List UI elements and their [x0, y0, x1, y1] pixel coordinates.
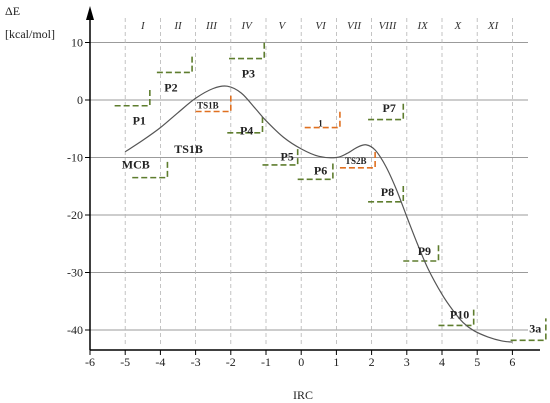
region-label: IX — [416, 20, 429, 32]
x-tick-label: -3 — [191, 355, 201, 369]
x-tick-label: -4 — [155, 355, 165, 369]
x-tick-label: 4 — [439, 355, 445, 369]
state-label: P10 — [450, 307, 469, 321]
y-tick-label: -10 — [67, 151, 83, 165]
x-tick-label: -5 — [120, 355, 130, 369]
state-label: TS1B — [174, 142, 203, 156]
grid-lines — [90, 42, 528, 331]
y-tick-label: 0 — [77, 93, 83, 107]
state-level — [304, 111, 341, 129]
state-level — [229, 42, 266, 60]
x-tick-label: 1 — [333, 355, 339, 369]
state-level — [114, 89, 151, 107]
y-tick-label: 10 — [71, 36, 83, 50]
region-label: V — [278, 20, 286, 32]
region-label: IV — [240, 20, 253, 32]
x-tick-label: -6 — [85, 355, 95, 369]
state-levels — [114, 42, 547, 342]
y-tick-label: -20 — [67, 208, 83, 222]
state-label: P5 — [280, 149, 293, 163]
energy-curve — [124, 85, 513, 343]
axes — [85, 6, 540, 355]
state-label: TS1B — [197, 101, 219, 111]
region-label: XI — [487, 20, 500, 32]
y-axis-arrow — [86, 6, 94, 20]
state-level — [510, 318, 547, 342]
x-tick-label: -2 — [226, 355, 236, 369]
state-level — [438, 309, 475, 327]
state-label: TS2B — [345, 156, 367, 166]
state-level — [227, 116, 264, 134]
state-label: P9 — [418, 244, 431, 258]
state-level — [132, 161, 169, 179]
state-label: P2 — [164, 80, 177, 94]
state-level — [297, 163, 334, 181]
state-label: P1 — [133, 114, 146, 128]
state-label: 1 — [318, 118, 323, 128]
region-label: VIII — [379, 20, 398, 32]
y-axis-label-line2: [kcal/mol] — [5, 27, 55, 41]
y-axis-label-line1: ΔE — [5, 4, 20, 18]
region-label: II — [173, 20, 183, 32]
region-label: X — [453, 20, 462, 32]
region-label: VI — [315, 20, 327, 32]
state-label: MCB — [122, 157, 150, 171]
x-axis-label: IRC — [293, 388, 313, 402]
state-label: P8 — [381, 185, 394, 199]
state-level — [195, 95, 232, 113]
y-tick-label: -30 — [67, 266, 83, 280]
state-label: P4 — [240, 123, 253, 137]
state-label: P3 — [242, 67, 255, 81]
x-tick-label: 6 — [509, 355, 515, 369]
x-tick-label: 2 — [369, 355, 375, 369]
region-label: I — [140, 20, 146, 32]
state-level — [368, 103, 405, 121]
state-label: P6 — [314, 164, 327, 178]
state-level — [368, 185, 405, 203]
state-label: P7 — [383, 101, 396, 115]
state-level — [262, 148, 299, 166]
state-label: 3a — [529, 321, 541, 335]
state-level — [339, 151, 376, 169]
region-dividers — [124, 18, 513, 345]
region-label: III — [205, 20, 218, 32]
y-tick-label: -40 — [67, 323, 83, 337]
x-tick-label: 5 — [474, 355, 480, 369]
x-tick-label: 0 — [298, 355, 304, 369]
state-level — [156, 56, 193, 74]
x-tick-label: -1 — [261, 355, 271, 369]
region-label: VII — [347, 20, 362, 32]
x-tick-label: 3 — [404, 355, 410, 369]
state-level — [403, 245, 440, 262]
